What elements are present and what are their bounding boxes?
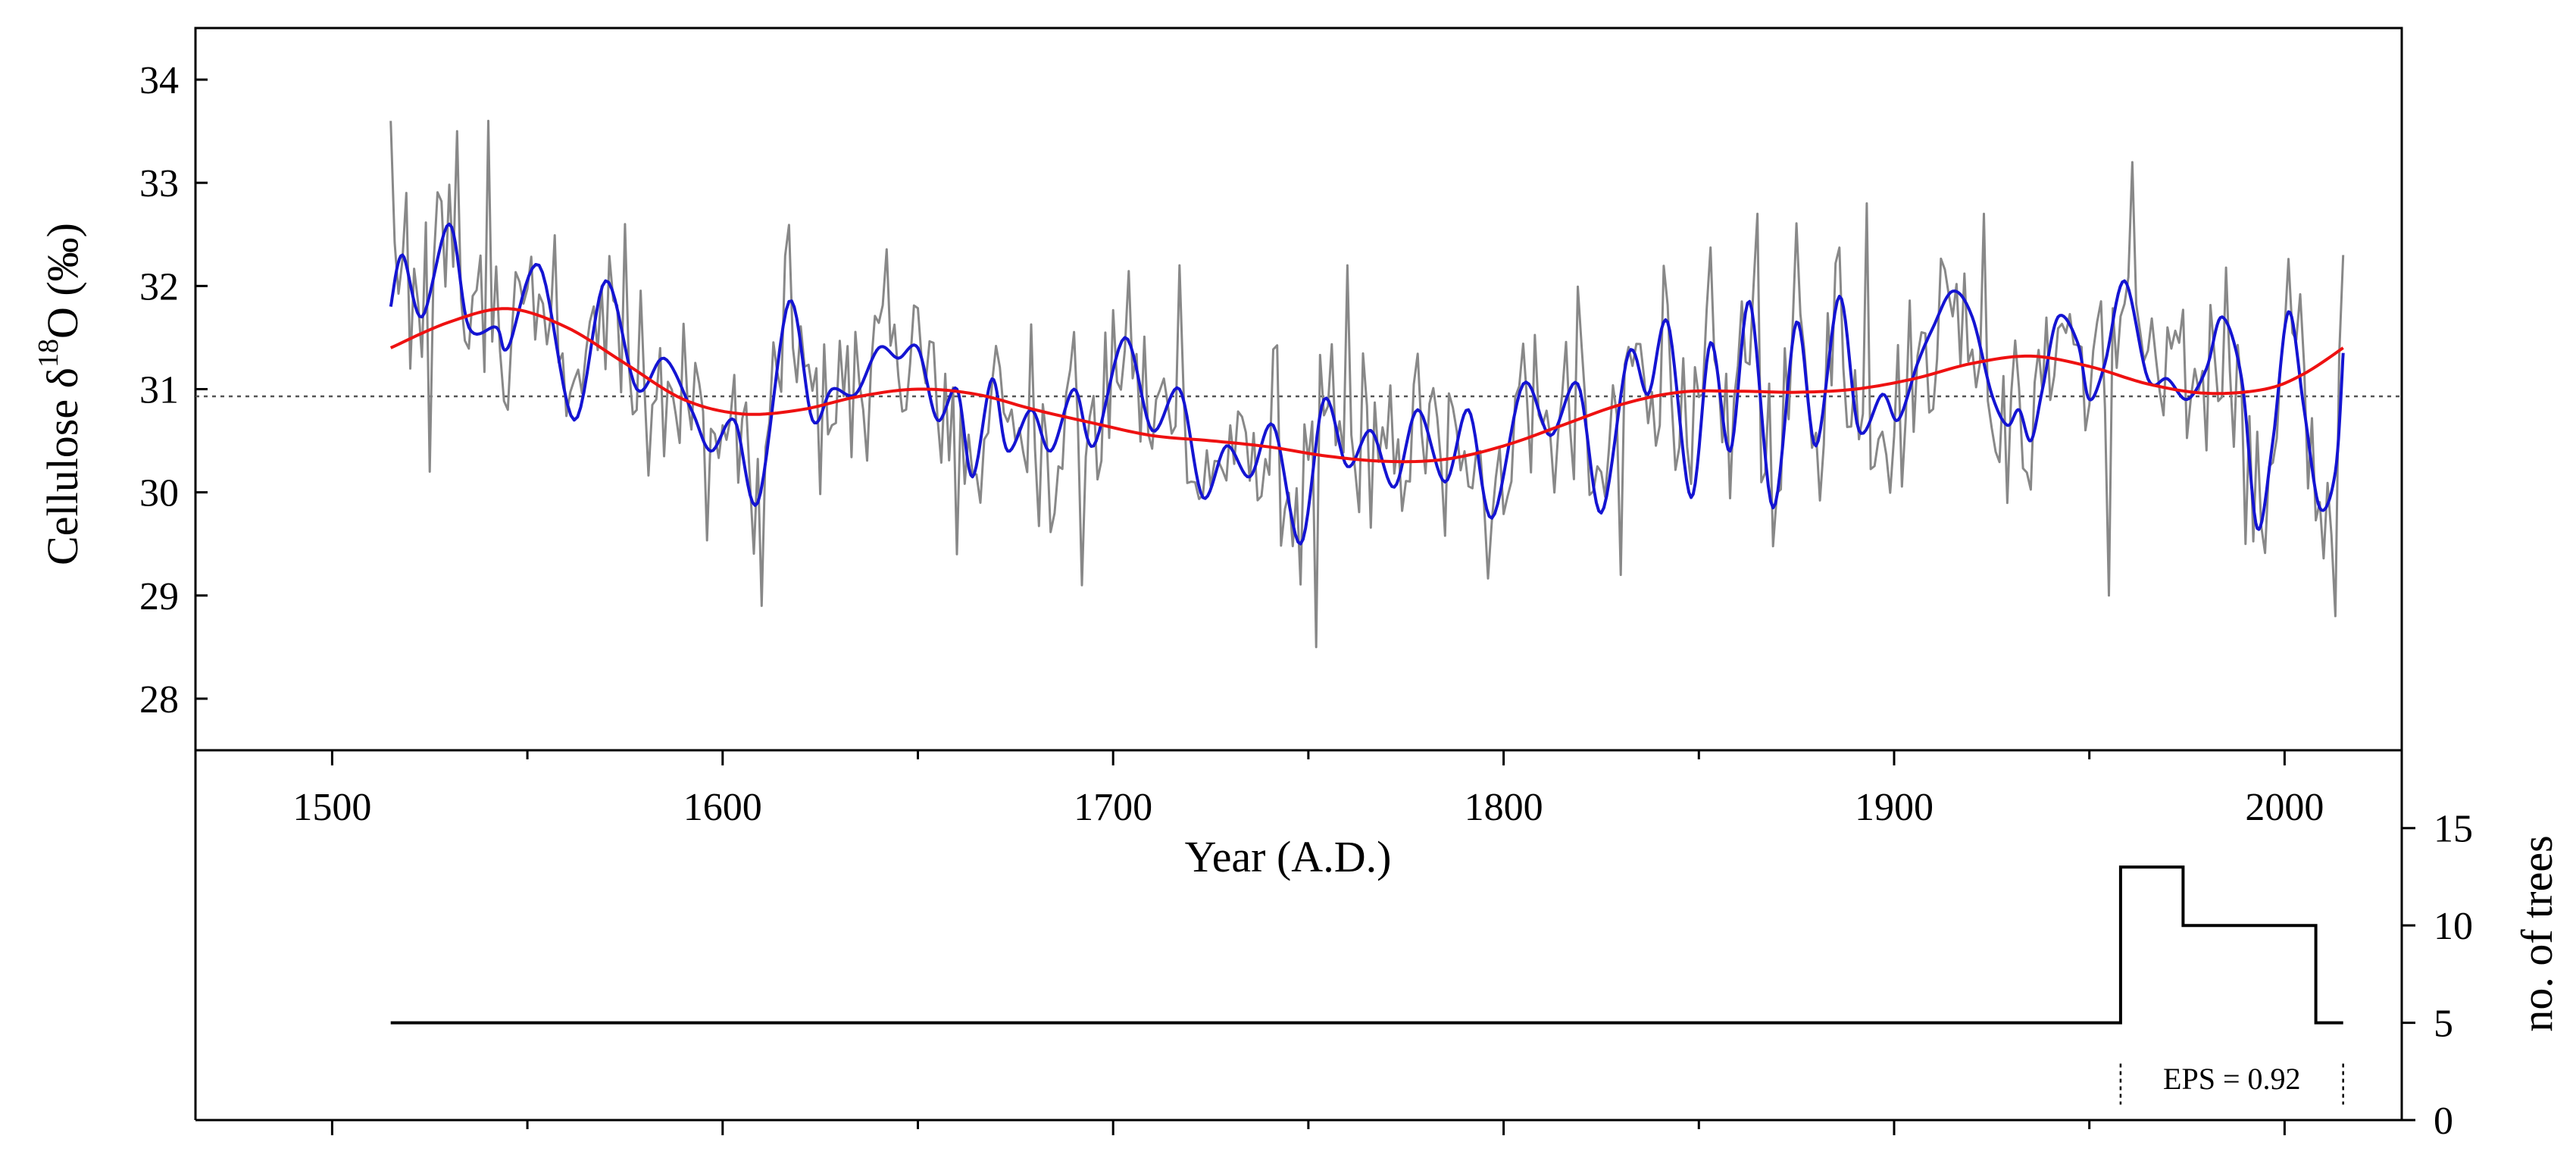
right-y-tick-label: 10 <box>2434 905 2473 948</box>
top-y-axis-ticks: 28 29 30 31 32 33 34 <box>139 59 208 721</box>
top-x-axis-ticks: 1500 1600 1700 1800 1900 2000 <box>292 750 2324 829</box>
y-tick-label: 31 <box>139 369 179 412</box>
y-tick-label: 34 <box>139 59 179 102</box>
y-tick-label: 30 <box>139 472 179 515</box>
x-tick-label: 1600 <box>683 786 762 829</box>
x-tick-label: 1900 <box>1855 786 1934 829</box>
right-y-tick-label: 0 <box>2434 1100 2453 1143</box>
x-tick-label: 2000 <box>2245 786 2324 829</box>
right-y-axis-title: no. of trees <box>2512 835 2562 1031</box>
y-tick-label: 33 <box>139 162 179 205</box>
bottom-y-axis-ticks: 0 5 10 15 <box>2402 808 2473 1143</box>
y-tick-label: 32 <box>139 265 179 308</box>
y-axis-title-superscript: 18 <box>33 339 64 368</box>
top-plot-frame <box>194 27 2403 752</box>
x-tick-label: 1500 <box>292 786 371 829</box>
annual-series-line <box>389 120 2345 649</box>
right-y-tick-label: 15 <box>2434 808 2473 851</box>
low-frequency-series-line <box>389 307 2344 464</box>
sample-depth-step-line <box>390 865 2343 1025</box>
x-axis-title: Year (A.D.) <box>1185 832 1392 881</box>
x-tick-label: 1700 <box>1074 786 1152 829</box>
y-axis-title: Cellulose δ18O (‰) <box>33 223 87 565</box>
y-axis-title-suffix: O (‰) <box>38 223 87 339</box>
high-frequency-series-line <box>389 222 2345 546</box>
y-axis-title-prefix: Cellulose δ <box>38 368 87 565</box>
eps-annotation: EPS = 0.92 <box>2163 1062 2300 1096</box>
bottom-x-axis-ticks <box>330 1120 2286 1135</box>
x-tick-label: 1800 <box>1465 786 1543 829</box>
y-tick-label: 29 <box>139 575 179 618</box>
right-y-tick-label: 5 <box>2434 1003 2453 1046</box>
y-tick-label: 28 <box>139 678 179 721</box>
